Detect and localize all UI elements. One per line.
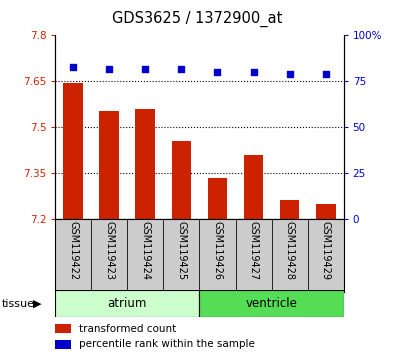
Bar xyxy=(171,141,191,219)
Point xyxy=(142,66,149,72)
Point xyxy=(286,71,293,77)
Bar xyxy=(64,83,83,219)
Point xyxy=(106,66,113,72)
FancyBboxPatch shape xyxy=(55,219,91,292)
Text: GSM119427: GSM119427 xyxy=(248,221,259,280)
Text: GSM119422: GSM119422 xyxy=(68,221,78,280)
Text: tissue: tissue xyxy=(2,299,35,309)
Text: ventricle: ventricle xyxy=(246,297,297,310)
Bar xyxy=(244,155,263,219)
Text: GDS3625 / 1372900_at: GDS3625 / 1372900_at xyxy=(112,11,283,27)
Point xyxy=(70,64,77,69)
Text: ▶: ▶ xyxy=(33,299,41,309)
FancyBboxPatch shape xyxy=(199,219,235,292)
FancyBboxPatch shape xyxy=(308,219,344,292)
Text: GSM119428: GSM119428 xyxy=(284,221,295,280)
FancyBboxPatch shape xyxy=(55,290,199,317)
FancyBboxPatch shape xyxy=(127,219,164,292)
Bar xyxy=(316,204,335,219)
Bar xyxy=(55,340,71,349)
Point xyxy=(322,71,329,77)
Point xyxy=(250,69,257,75)
Text: GSM119426: GSM119426 xyxy=(213,221,222,280)
Bar xyxy=(55,324,71,333)
Bar xyxy=(208,178,228,219)
Text: transformed count: transformed count xyxy=(79,324,176,333)
FancyBboxPatch shape xyxy=(235,219,272,292)
Text: GSM119424: GSM119424 xyxy=(140,221,150,280)
FancyBboxPatch shape xyxy=(199,290,344,317)
Point xyxy=(178,66,184,72)
Text: percentile rank within the sample: percentile rank within the sample xyxy=(79,339,255,349)
Text: GSM119429: GSM119429 xyxy=(321,221,331,280)
Point xyxy=(214,69,221,75)
Bar xyxy=(100,110,119,219)
Bar xyxy=(135,109,155,219)
FancyBboxPatch shape xyxy=(272,219,308,292)
Text: atrium: atrium xyxy=(108,297,147,310)
Bar xyxy=(280,200,299,219)
FancyBboxPatch shape xyxy=(164,219,199,292)
Text: GSM119423: GSM119423 xyxy=(104,221,115,280)
FancyBboxPatch shape xyxy=(91,219,127,292)
Text: GSM119425: GSM119425 xyxy=(177,221,186,280)
